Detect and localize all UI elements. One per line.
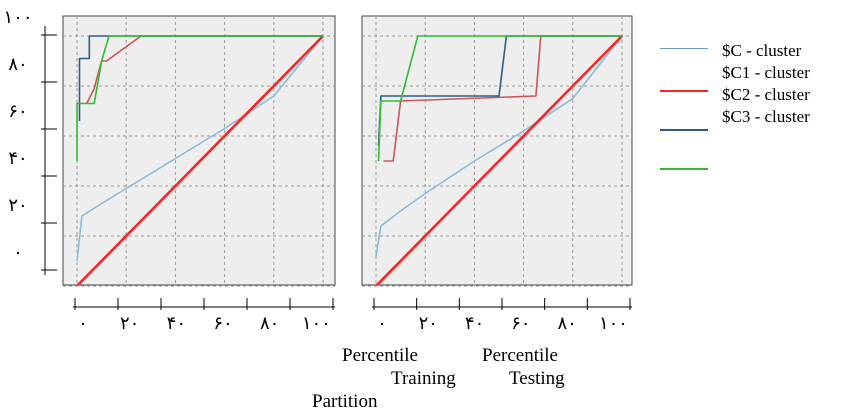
series-line — [375, 35, 623, 257]
y-tick-label: ٨٠ — [8, 54, 27, 74]
legend-swatch — [660, 168, 708, 170]
y-tick-label: ۶٠ — [8, 101, 27, 121]
axis-label-partition: Partition — [312, 391, 378, 412]
legend-swatch — [660, 129, 708, 131]
series-line — [76, 35, 324, 285]
series-line — [375, 35, 623, 285]
x-tick-label: ٨٠ — [558, 313, 577, 333]
x-tick-label: ١٠٠ — [599, 313, 628, 333]
legend-swatch — [660, 90, 708, 92]
axis-label-testing: Testing — [509, 368, 565, 389]
legend-label: $C - cluster — [722, 41, 802, 60]
y-tick-label: ٢٠ — [8, 195, 27, 215]
legend-label: $C2 - cluster — [722, 85, 810, 104]
x-tick-label: ۴٠ — [465, 313, 484, 333]
plot-area — [361, 15, 633, 286]
x-tick-label: ٨٠ — [260, 313, 279, 333]
x-tick-label: ٠ — [377, 313, 387, 333]
legend-label: $C3 - cluster — [722, 107, 810, 126]
x-tick-label: ۶٠ — [511, 313, 530, 333]
series-line — [76, 35, 324, 262]
plot-area — [62, 15, 336, 286]
legend-swatch — [660, 48, 708, 49]
axis-label-percentile-right: Percentile — [482, 345, 558, 366]
axis-label-training: Training — [391, 368, 456, 389]
x-tick-label: ۶٠ — [213, 313, 232, 333]
x-tick-label: ١٠٠ — [302, 313, 331, 333]
y-tick-label: ۴٠ — [8, 148, 27, 168]
legend-label: $C1 - cluster — [722, 63, 810, 82]
x-tick-label: ٢٠ — [120, 313, 139, 333]
y-tick-label: ٠ — [13, 242, 23, 262]
x-tick-label: ۴٠ — [167, 313, 186, 333]
legend-item: $C - cluster — [660, 40, 860, 62]
legend: $C - cluster $C1 - cluster $C2 - cluster… — [660, 40, 860, 170]
legend-item: $C3 - cluster — [660, 106, 860, 170]
x-tick-label: ٢٠ — [419, 313, 438, 333]
series-line — [76, 35, 323, 161]
legend-item: $C1 - cluster — [660, 62, 860, 92]
legend-item: $C2 - cluster — [660, 84, 860, 131]
series-line — [377, 35, 622, 162]
axis-label-percentile-left: Percentile — [342, 345, 418, 366]
y-tick-label: ١٠٠ — [3, 7, 32, 27]
x-tick-label: ٠ — [78, 313, 88, 333]
